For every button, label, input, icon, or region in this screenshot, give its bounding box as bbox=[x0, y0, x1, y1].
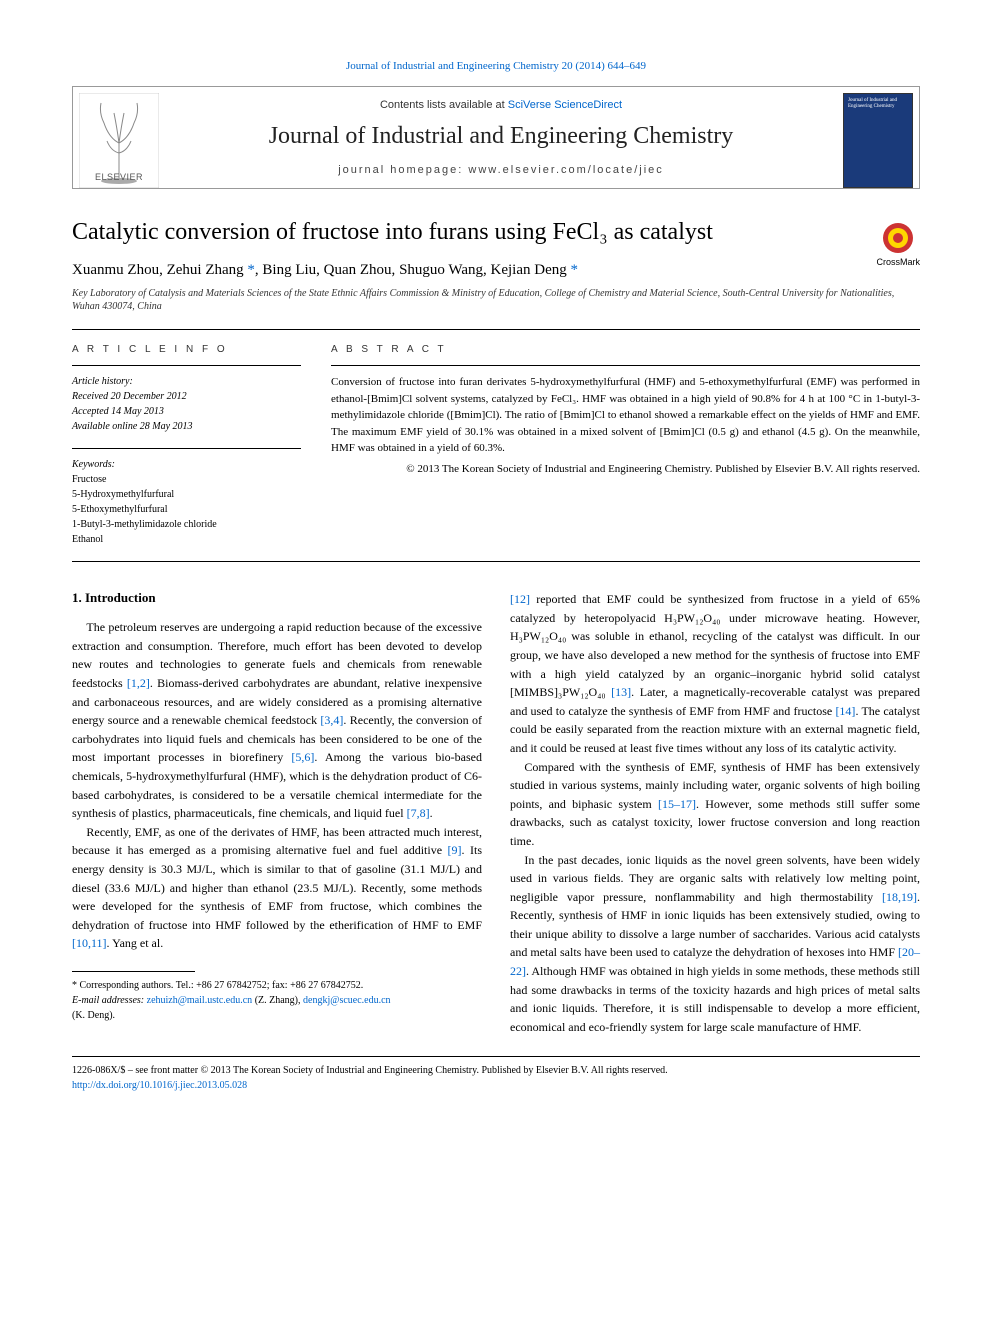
ref-link[interactable]: [15–17] bbox=[658, 797, 696, 811]
author-3: Bing Liu, bbox=[262, 262, 323, 278]
rule-top bbox=[72, 329, 920, 330]
journal-header-box: ELSEVIER Journal of Industrial and Engin… bbox=[72, 86, 920, 189]
ref-link[interactable]: [9] bbox=[448, 843, 462, 857]
keyword-2: 5-Hydroxymethylfurfural bbox=[72, 487, 301, 502]
history-head: Article history: bbox=[72, 374, 301, 389]
email-name-2: (K. Deng). bbox=[72, 1010, 115, 1021]
article-info-label: A R T I C L E I N F O bbox=[72, 344, 301, 355]
para-4: Compared with the synthesis of EMF, synt… bbox=[510, 758, 920, 851]
para-3: [12] reported that EMF could be synthesi… bbox=[510, 590, 920, 757]
contents-prefix: Contents lists available at bbox=[380, 99, 508, 111]
history-received: Received 20 December 2012 bbox=[72, 389, 301, 404]
email-link-2[interactable]: dengkj@scuec.edu.cn bbox=[303, 995, 391, 1006]
article-info-column: A R T I C L E I N F O Article history: R… bbox=[72, 344, 301, 547]
journal-title: Journal of Industrial and Engineering Ch… bbox=[173, 123, 829, 150]
rule-abstract bbox=[331, 365, 920, 366]
ref-link[interactable]: [18,19] bbox=[882, 890, 917, 904]
ref-link[interactable]: [13] bbox=[611, 685, 631, 699]
abstract-label: A B S T R A C T bbox=[331, 344, 920, 355]
author-1: Xuanmu Zhou, bbox=[72, 262, 167, 278]
homepage-url: www.elsevier.com/locate/jiec bbox=[468, 164, 663, 176]
keywords-block: Keywords: Fructose 5-Hydroxymethylfurfur… bbox=[72, 448, 301, 547]
sciencedirect-link[interactable]: SciVerse ScienceDirect bbox=[508, 99, 622, 111]
abstract-column: A B S T R A C T Conversion of fructose i… bbox=[331, 344, 920, 547]
corr-mark-2: * bbox=[570, 262, 578, 278]
article-history: Article history: Received 20 December 20… bbox=[72, 374, 301, 434]
abstract-text: Conversion of fructose into furan deriva… bbox=[331, 374, 920, 457]
para-2: Recently, EMF, as one of the derivates o… bbox=[72, 823, 482, 953]
bottom-rule bbox=[72, 1056, 920, 1057]
ref-link[interactable]: [1,2] bbox=[127, 676, 150, 690]
author-2: Zehui Zhang bbox=[167, 262, 248, 278]
para-1: The petroleum reserves are undergoing a … bbox=[72, 618, 482, 823]
meta-row: A R T I C L E I N F O Article history: R… bbox=[72, 344, 920, 547]
column-left: 1. Introduction The petroleum reserves a… bbox=[72, 590, 482, 1036]
keywords-head: Keywords: bbox=[72, 457, 301, 472]
ref-link[interactable]: [12] bbox=[510, 592, 530, 606]
body-columns: 1. Introduction The petroleum reserves a… bbox=[72, 590, 920, 1036]
history-online: Available online 28 May 2013 bbox=[72, 419, 301, 434]
ref-link[interactable]: [7,8] bbox=[407, 806, 430, 820]
crossmark-badge[interactable]: CrossMark bbox=[876, 221, 920, 267]
author-4: Quan Zhou, bbox=[324, 262, 399, 278]
top-citation-link[interactable]: Journal of Industrial and Engineering Ch… bbox=[346, 60, 646, 72]
bottom-info: 1226-086X/$ – see front matter © 2013 Th… bbox=[72, 1063, 920, 1093]
rule-info bbox=[72, 365, 301, 366]
footnote-rule bbox=[72, 971, 195, 972]
para-5: In the past decades, ionic liquids as th… bbox=[510, 851, 920, 1037]
journal-cover-text: Journal of Industrial and Engineering Ch… bbox=[844, 94, 912, 114]
rule-bottom-meta bbox=[72, 561, 920, 562]
contents-line: Contents lists available at SciVerse Sci… bbox=[173, 99, 829, 111]
corr-mark-1: * bbox=[247, 262, 255, 278]
top-citation: Journal of Industrial and Engineering Ch… bbox=[72, 60, 920, 72]
email-label: E-mail addresses: bbox=[72, 995, 147, 1006]
history-accepted: Accepted 14 May 2013 bbox=[72, 404, 301, 419]
ref-link[interactable]: [3,4] bbox=[320, 713, 343, 727]
homepage-prefix: journal homepage: bbox=[338, 164, 468, 176]
author-5: Shuguo Wang, bbox=[399, 262, 490, 278]
crossmark-icon bbox=[881, 221, 915, 255]
ref-link[interactable]: [10,11] bbox=[72, 936, 107, 950]
footnote-block: * Corresponding authors. Tel.: +86 27 67… bbox=[72, 978, 482, 1023]
abstract-copyright: © 2013 The Korean Society of Industrial … bbox=[331, 461, 920, 478]
doi-link[interactable]: http://dx.doi.org/10.1016/j.jiec.2013.05… bbox=[72, 1080, 247, 1091]
journal-cover-thumbnail: Journal of Industrial and Engineering Ch… bbox=[843, 93, 913, 188]
journal-homepage: journal homepage: www.elsevier.com/locat… bbox=[173, 164, 829, 176]
elsevier-label: ELSEVIER bbox=[79, 172, 159, 182]
corr-author-line: * Corresponding authors. Tel.: +86 27 67… bbox=[72, 978, 482, 993]
issn-line: 1226-086X/$ – see front matter © 2013 Th… bbox=[72, 1063, 920, 1078]
authors-line: Xuanmu Zhou, Zehui Zhang *, Bing Liu, Qu… bbox=[72, 262, 920, 279]
ref-link[interactable]: [5,6] bbox=[291, 750, 314, 764]
author-6: Kejian Deng bbox=[491, 262, 571, 278]
article-title: Catalytic conversion of fructose into fu… bbox=[72, 217, 920, 248]
affiliation: Key Laboratory of Catalysis and Material… bbox=[72, 287, 920, 313]
email-name-1: (Z. Zhang), bbox=[252, 995, 303, 1006]
crossmark-label: CrossMark bbox=[876, 257, 920, 267]
ref-link[interactable]: [14] bbox=[835, 704, 855, 718]
column-right: [12] reported that EMF could be synthesi… bbox=[510, 590, 920, 1036]
intro-heading: 1. Introduction bbox=[72, 590, 482, 606]
keyword-3: 5-Ethoxymethylfurfural bbox=[72, 502, 301, 517]
keyword-1: Fructose bbox=[72, 472, 301, 487]
email-line: E-mail addresses: zehuizh@mail.ustc.edu.… bbox=[72, 993, 482, 1023]
keyword-4: 1-Butyl-3-methylimidazole chloride bbox=[72, 517, 301, 532]
email-link-1[interactable]: zehuizh@mail.ustc.edu.cn bbox=[147, 995, 253, 1006]
keyword-5: Ethanol bbox=[72, 532, 301, 547]
